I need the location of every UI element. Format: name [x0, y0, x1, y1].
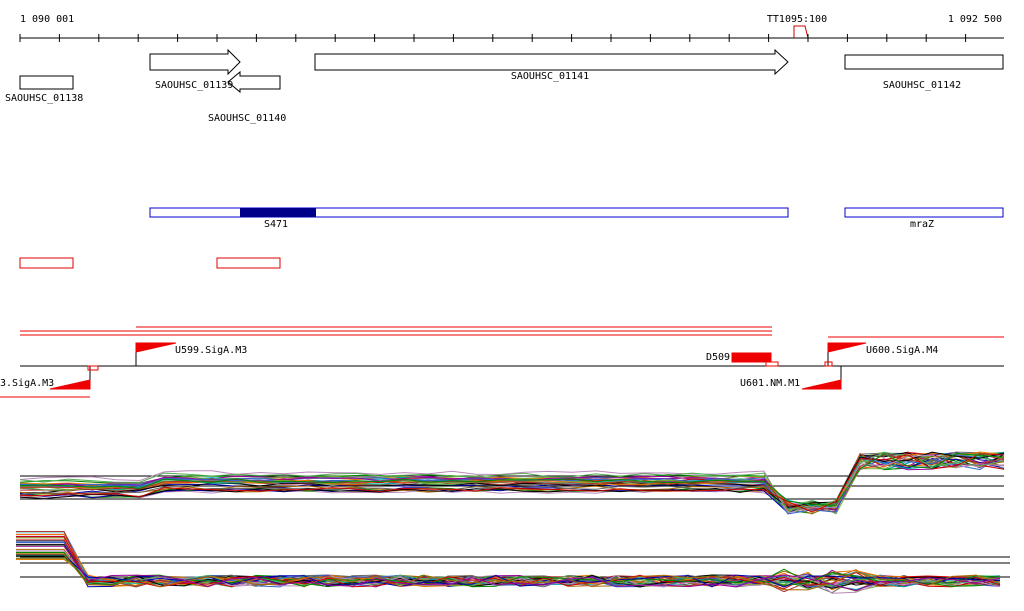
- gene-label: SAOUHSC_01140: [208, 113, 286, 124]
- terminator-label: TT1095:100: [767, 14, 827, 25]
- promoter-label: 3.SigA.M3: [0, 378, 54, 389]
- profile-line: [16, 545, 1001, 592]
- ruler-end-label: 1 092 500: [948, 14, 1002, 25]
- gene-arrow: [227, 70, 281, 94]
- gene-label: SAOUHSC_01141: [511, 71, 589, 82]
- region: [19, 257, 74, 269]
- feature-label: mraZ: [910, 219, 934, 230]
- gene-track: [19, 48, 1004, 94]
- promoter-track: [0, 326, 1004, 398]
- profile-line: [19, 451, 1005, 512]
- feature: [844, 207, 1004, 218]
- region: [216, 257, 281, 269]
- feature-label: S471: [264, 219, 288, 230]
- profile-line: [16, 553, 1001, 591]
- gene-arrow: [314, 48, 789, 76]
- profile-line: [19, 454, 1005, 514]
- gene-label: SAOUHSC_01139: [155, 80, 233, 91]
- ruler-start-label: 1 090 001: [20, 14, 74, 25]
- gene: [19, 75, 74, 90]
- profile-line: [19, 453, 1005, 513]
- gene: [844, 54, 1004, 70]
- gene-label: SAOUHSC_01138: [5, 93, 83, 104]
- feature: [149, 207, 789, 218]
- gene-arrow: [149, 48, 241, 76]
- promoter-label: D509: [706, 352, 730, 363]
- profile-line: [19, 453, 1005, 506]
- promoter-label: U600.SigA.M4: [866, 345, 938, 356]
- promoter-label: U601.NM.M1: [740, 378, 800, 389]
- promoter-label: U599.SigA.M3: [175, 345, 247, 356]
- expression-profiles: [16, 451, 1010, 594]
- gene-label: SAOUHSC_01142: [883, 80, 961, 91]
- terminator-mark: [793, 25, 809, 39]
- feature-highlight: [240, 208, 316, 217]
- ruler: 1 090 001 1 092 500 TT1095:100: [19, 14, 1004, 42]
